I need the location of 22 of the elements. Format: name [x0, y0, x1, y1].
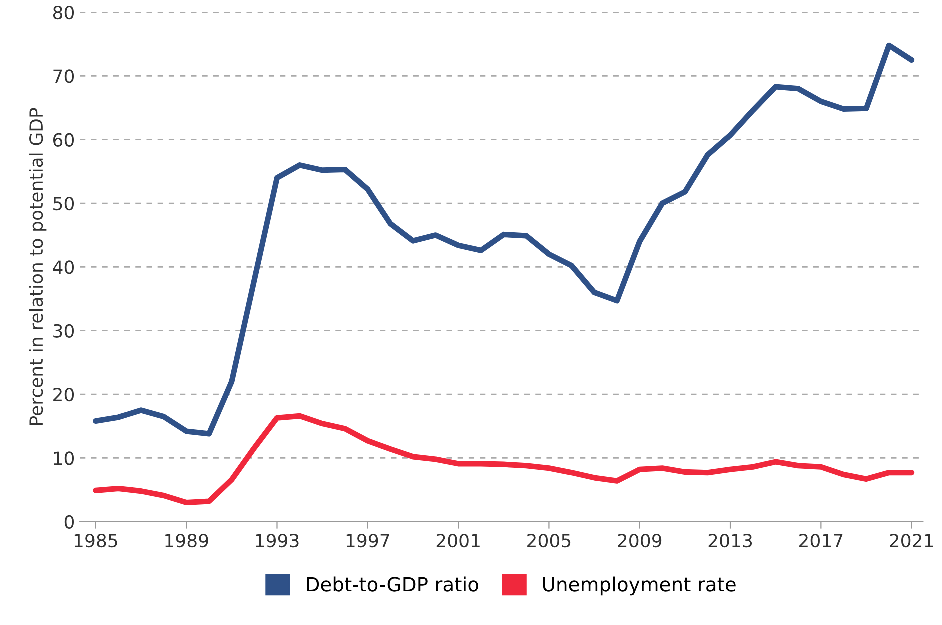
y-tick-label: 40 — [53, 260, 74, 274]
y-tick-label: 50 — [54, 196, 74, 211]
y-tick-label: 0 — [64, 515, 74, 529]
x-tick-label: 2021 — [890, 534, 934, 548]
x-tick-label: 2009 — [618, 534, 662, 548]
x-tick-label: 2013 — [708, 534, 752, 548]
x-tick-label: 1997 — [346, 534, 390, 548]
x-tick-label: 1985 — [74, 534, 118, 548]
y-tick-label: 30 — [54, 324, 74, 338]
x-tick-label: 2001 — [436, 534, 480, 548]
y-tick-label: 80 — [53, 6, 74, 20]
x-tick-label: 2005 — [528, 534, 571, 548]
x-tick-label: 1993 — [256, 534, 299, 548]
y-axis-title: Percent in relation to potential GDP — [29, 108, 47, 425]
x-tick-label: 1989 — [166, 534, 208, 548]
legend-label: Unemployment rate — [543, 576, 736, 596]
y-tick-label: 10 — [54, 452, 74, 466]
x-tick-label: 2017 — [800, 534, 843, 548]
legend-label: Debt-to-GDP ratio — [307, 576, 478, 592]
y-tick-label: 20 — [54, 388, 74, 402]
y-tick-label: 60 — [53, 133, 74, 147]
y-tick-label: 70 — [54, 70, 74, 84]
